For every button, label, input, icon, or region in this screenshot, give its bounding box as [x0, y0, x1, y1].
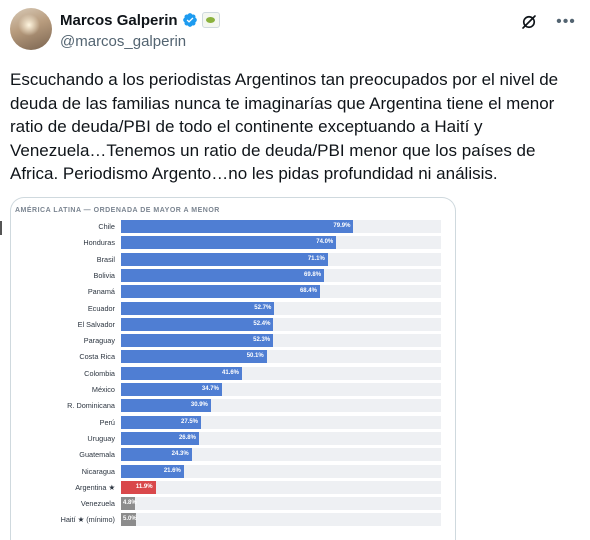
bar	[121, 253, 328, 266]
category-label: Nicaragua	[81, 467, 115, 476]
value-label: 30.9%	[190, 402, 208, 408]
bar	[121, 465, 184, 478]
category-label: Costa Rica	[79, 352, 115, 361]
value-label: 21.6%	[163, 468, 181, 474]
bar	[121, 497, 135, 510]
bar	[121, 513, 136, 526]
value-label: 68.4%	[299, 288, 317, 294]
category-label: Argentina ★	[75, 483, 115, 492]
bar	[121, 367, 243, 380]
chart-title: AMÉRICA LATINA — ORDENADA DE MAYOR A MEN…	[15, 207, 220, 214]
category-label: El Salvador	[77, 320, 115, 329]
bar-track	[121, 465, 441, 478]
category-label: Honduras	[83, 238, 115, 247]
category-label: Ecuador	[87, 304, 115, 313]
value-label: 34.7%	[201, 386, 219, 392]
bar	[121, 285, 320, 298]
verified-badge-icon	[182, 13, 197, 27]
value-label: 41.6%	[222, 370, 240, 376]
bar	[121, 350, 267, 363]
category-label: R. Dominicana	[67, 401, 115, 410]
avatar[interactable]	[10, 8, 52, 50]
author-info: Marcos Galperin @marcos_galperin	[60, 10, 220, 50]
bar-track	[121, 432, 441, 445]
bar	[121, 236, 337, 249]
value-label: 69.8%	[304, 272, 322, 278]
chart-image[interactable]: AMÉRICA LATINA — ORDENADA DE MAYOR A MEN…	[10, 197, 456, 540]
bar	[121, 432, 199, 445]
bar-track	[121, 416, 441, 429]
value-label: 52.3%	[253, 337, 271, 343]
bar-track	[121, 497, 441, 510]
category-label: Bolivia	[93, 271, 116, 280]
value-label: 4.8%	[123, 500, 137, 506]
bar-track	[121, 513, 441, 526]
bar	[121, 220, 354, 233]
category-label: Panamá	[87, 287, 115, 296]
value-label: 26.8%	[178, 435, 196, 441]
category-label: Uruguay	[87, 434, 115, 443]
value-label: 74.0%	[316, 239, 334, 245]
more-icon[interactable]: •••	[556, 13, 576, 30]
value-label: 71.1%	[307, 256, 325, 262]
grok-icon[interactable]	[520, 13, 538, 31]
category-label: Colombia	[84, 369, 115, 378]
category-label: Chile	[98, 222, 115, 231]
bar	[121, 399, 211, 412]
bar	[121, 334, 274, 347]
category-label: Venezuela	[80, 499, 115, 508]
value-label: 79.9%	[333, 223, 351, 229]
bar	[121, 481, 156, 494]
category-label: México	[91, 385, 115, 394]
affiliate-badge-icon[interactable]	[201, 12, 220, 28]
value-label: 27.5%	[180, 419, 198, 425]
category-label: Paraguay	[83, 336, 115, 345]
bar-track	[121, 481, 441, 494]
bar-track	[121, 448, 441, 461]
category-label: Haití ★ (mínimo)	[60, 515, 115, 524]
value-label: 11.9%	[135, 484, 153, 490]
value-label: 5.0%	[123, 516, 137, 522]
scroll-marker	[0, 221, 2, 235]
category-label: Perú	[99, 418, 115, 427]
category-label: Guatemala	[79, 450, 115, 459]
handle[interactable]: @marcos_galperin	[60, 33, 187, 50]
bar	[121, 318, 274, 331]
category-label: Brasil	[96, 255, 115, 264]
tweet-text: Escuchando a los periodistas Argentinos …	[10, 70, 559, 183]
bar	[121, 269, 325, 282]
value-label: 24.3%	[171, 451, 189, 457]
bar	[121, 448, 192, 461]
value-label: 52.4%	[253, 321, 271, 327]
display-name[interactable]: Marcos Galperin	[60, 11, 178, 29]
value-label: 50.1%	[246, 353, 264, 359]
bar	[121, 302, 275, 315]
bar	[121, 416, 201, 429]
value-label: 52.7%	[254, 305, 272, 311]
tweet-header: Marcos Galperin @marcos_galperin •••	[10, 8, 580, 52]
bar	[121, 383, 222, 396]
